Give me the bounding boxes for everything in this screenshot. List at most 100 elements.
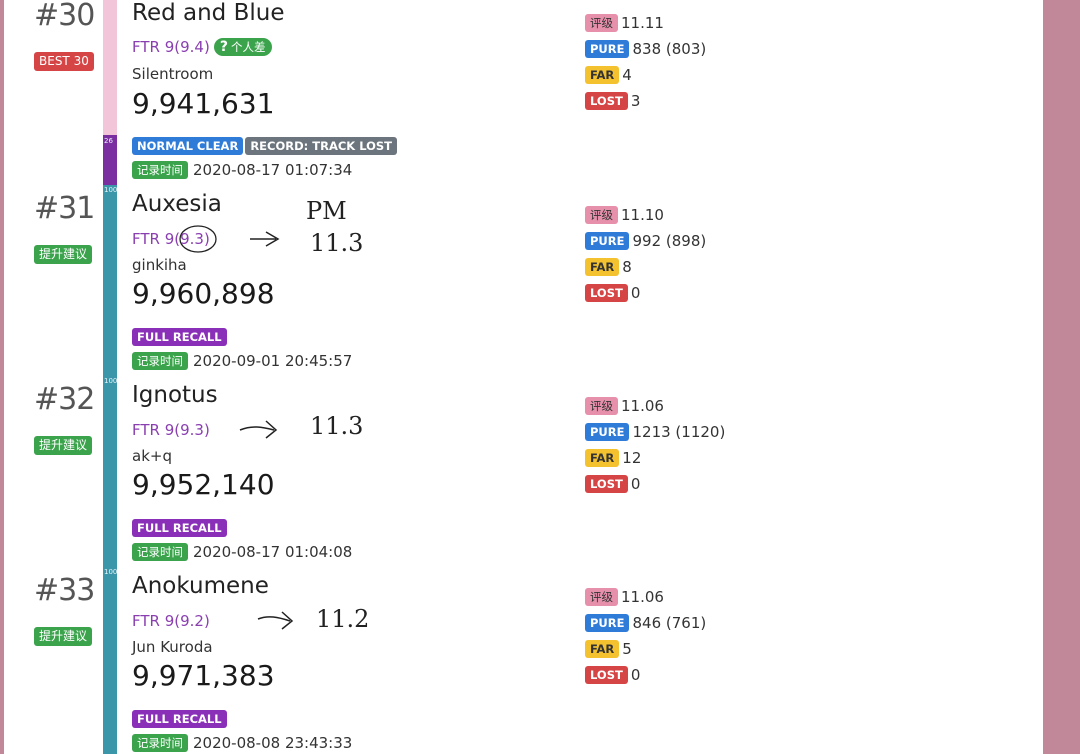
rating-value: 11.06	[621, 588, 664, 606]
song-title[interactable]: Red and Blue	[132, 0, 285, 26]
far-tag: FAR	[585, 640, 620, 658]
question-icon: ?	[219, 39, 228, 55]
rating-value: 11.10	[621, 206, 664, 224]
clear-tags: FULL RECALL	[132, 710, 229, 729]
far-value: 5	[622, 640, 632, 658]
pure-value: 1213 (1120)	[632, 423, 726, 441]
record-time-line: 记录时间 2020-08-17 01:04:08	[132, 543, 352, 562]
difficulty-text: FTR 9(9.2)	[132, 612, 210, 630]
record-time-tag: 记录时间	[132, 734, 188, 752]
clear-tags: NORMAL CLEAR RECORD: TRACK LOST	[132, 137, 399, 156]
record-time-value: 2020-08-17 01:07:34	[193, 161, 353, 179]
lost-tag: LOST	[585, 666, 628, 684]
song-title[interactable]: Anokumene	[132, 573, 269, 599]
lost-tag: LOST	[585, 92, 628, 110]
rating-value: 11.11	[621, 14, 664, 32]
progress-bar: 100	[103, 185, 117, 376]
difficulty-text: FTR 9(9.3)	[132, 230, 210, 248]
full-recall-tag: FULL RECALL	[132, 519, 227, 537]
artist-name: Silentroom	[132, 65, 214, 83]
stats-panel: 评级 11.11 PURE 838 (803) FAR 4 LOST 3	[585, 14, 706, 118]
difficulty-text: FTR 9(9.4)? 个人差	[132, 38, 273, 56]
lost-value: 0	[630, 666, 641, 684]
stats-panel: 评级 11.10 PURE 992 (898) FAR 8 LOST 0	[585, 206, 706, 310]
handwritten-pm: PM	[306, 197, 347, 225]
difficulty-text: FTR 9(9.3)	[132, 421, 210, 439]
artist-name: ak+q	[132, 447, 172, 465]
rating-value: 11.06	[621, 397, 664, 415]
rating-tag: 评级	[585, 588, 618, 606]
progress-bar: 100	[103, 376, 117, 567]
record-time-line: 记录时间 2020-08-17 01:07:34	[132, 161, 352, 180]
record-row: #33 提升建议 100 Anokumene FTR 9(9.2) Jun Ku…	[4, 567, 1043, 754]
rating-tag: 评级	[585, 14, 618, 32]
best30-badge: BEST 30	[34, 52, 94, 71]
rank-number: #32	[34, 382, 95, 417]
lost-tag: LOST	[585, 284, 628, 302]
full-recall-tag: FULL RECALL	[132, 328, 227, 346]
handwritten-value: 11.3	[310, 412, 363, 440]
handwritten-arrow	[239, 420, 278, 439]
rating-tag: 评级	[585, 206, 618, 224]
normal-clear-tag: NORMAL CLEAR	[132, 137, 244, 155]
far-tag: FAR	[585, 449, 620, 467]
far-value: 4	[622, 66, 632, 84]
far-tag: FAR	[585, 66, 620, 84]
record-time-value: 2020-09-01 20:45:57	[193, 352, 353, 370]
far-value: 8	[622, 258, 632, 276]
track-lost-tag: RECORD: TRACK LOST	[245, 137, 398, 155]
suggestion-badge: 提升建议	[34, 245, 93, 264]
bar-label: 100	[104, 377, 118, 385]
suggestion-badge: 提升建议	[34, 627, 93, 646]
record-time-tag: 记录时间	[132, 161, 188, 179]
rank-number: #31	[34, 191, 95, 226]
record-row: #30 BEST 30 26 Red and Blue FTR 9(9.4)? 个…	[4, 0, 1043, 185]
score-value: 9,941,631	[132, 87, 275, 120]
record-row: #31 提升建议 100 Auxesia FTR 9(9.3) ginkiha …	[4, 185, 1043, 376]
stats-panel: 评级 11.06 PURE 846 (761) FAR 5 LOST 0	[585, 588, 706, 692]
pure-tag: PURE	[585, 423, 630, 441]
song-title[interactable]: Auxesia	[132, 191, 222, 217]
progress-bar: 100	[103, 567, 117, 754]
records-page: #30 BEST 30 26 Red and Blue FTR 9(9.4)? 个…	[4, 0, 1043, 754]
bar-label: 100	[104, 568, 118, 576]
lost-value: 3	[630, 92, 641, 110]
score-value: 9,952,140	[132, 468, 275, 501]
handwritten-arrow	[257, 611, 294, 630]
artist-name: ginkiha	[132, 256, 187, 274]
record-row: #32 提升建议 100 Ignotus FTR 9(9.3) ak+q 9,9…	[4, 376, 1043, 567]
stats-panel: 评级 11.06 PURE 1213 (1120) FAR 12 LOST 0	[585, 397, 725, 501]
score-value: 9,971,383	[132, 659, 275, 692]
rank-number: #33	[34, 573, 95, 608]
record-time-line: 记录时间 2020-08-08 23:43:33	[132, 734, 352, 753]
rating-tag: 评级	[585, 397, 618, 415]
handwritten-value: 11.3	[310, 229, 363, 257]
song-title[interactable]: Ignotus	[132, 382, 218, 408]
full-recall-tag: FULL RECALL	[132, 710, 227, 728]
pure-value: 846 (761)	[632, 614, 707, 632]
record-time-value: 2020-08-08 23:43:33	[193, 734, 353, 752]
lost-value: 0	[630, 475, 641, 493]
handwritten-arrow	[250, 231, 280, 247]
rank-number: #30	[34, 0, 95, 33]
bar-label: 26	[104, 137, 113, 145]
clear-tags: FULL RECALL	[132, 328, 229, 347]
pure-value: 838 (803)	[632, 40, 707, 58]
far-value: 12	[622, 449, 642, 467]
lost-tag: LOST	[585, 475, 628, 493]
artist-name: Jun Kuroda	[132, 638, 213, 656]
clear-tags: FULL RECALL	[132, 519, 229, 538]
bar-label: 100	[104, 186, 118, 194]
record-time-line: 记录时间 2020-09-01 20:45:57	[132, 352, 352, 371]
record-time-tag: 记录时间	[132, 543, 188, 561]
personal-difference-pill: ? 个人差	[213, 38, 273, 56]
handwritten-value: 11.2	[316, 605, 369, 633]
record-time-tag: 记录时间	[132, 352, 188, 370]
pure-tag: PURE	[585, 232, 630, 250]
lost-value: 0	[630, 284, 641, 302]
score-value: 9,960,898	[132, 277, 275, 310]
progress-bar: 26	[103, 0, 117, 185]
pure-tag: PURE	[585, 614, 630, 632]
suggestion-badge: 提升建议	[34, 436, 93, 455]
far-tag: FAR	[585, 258, 620, 276]
